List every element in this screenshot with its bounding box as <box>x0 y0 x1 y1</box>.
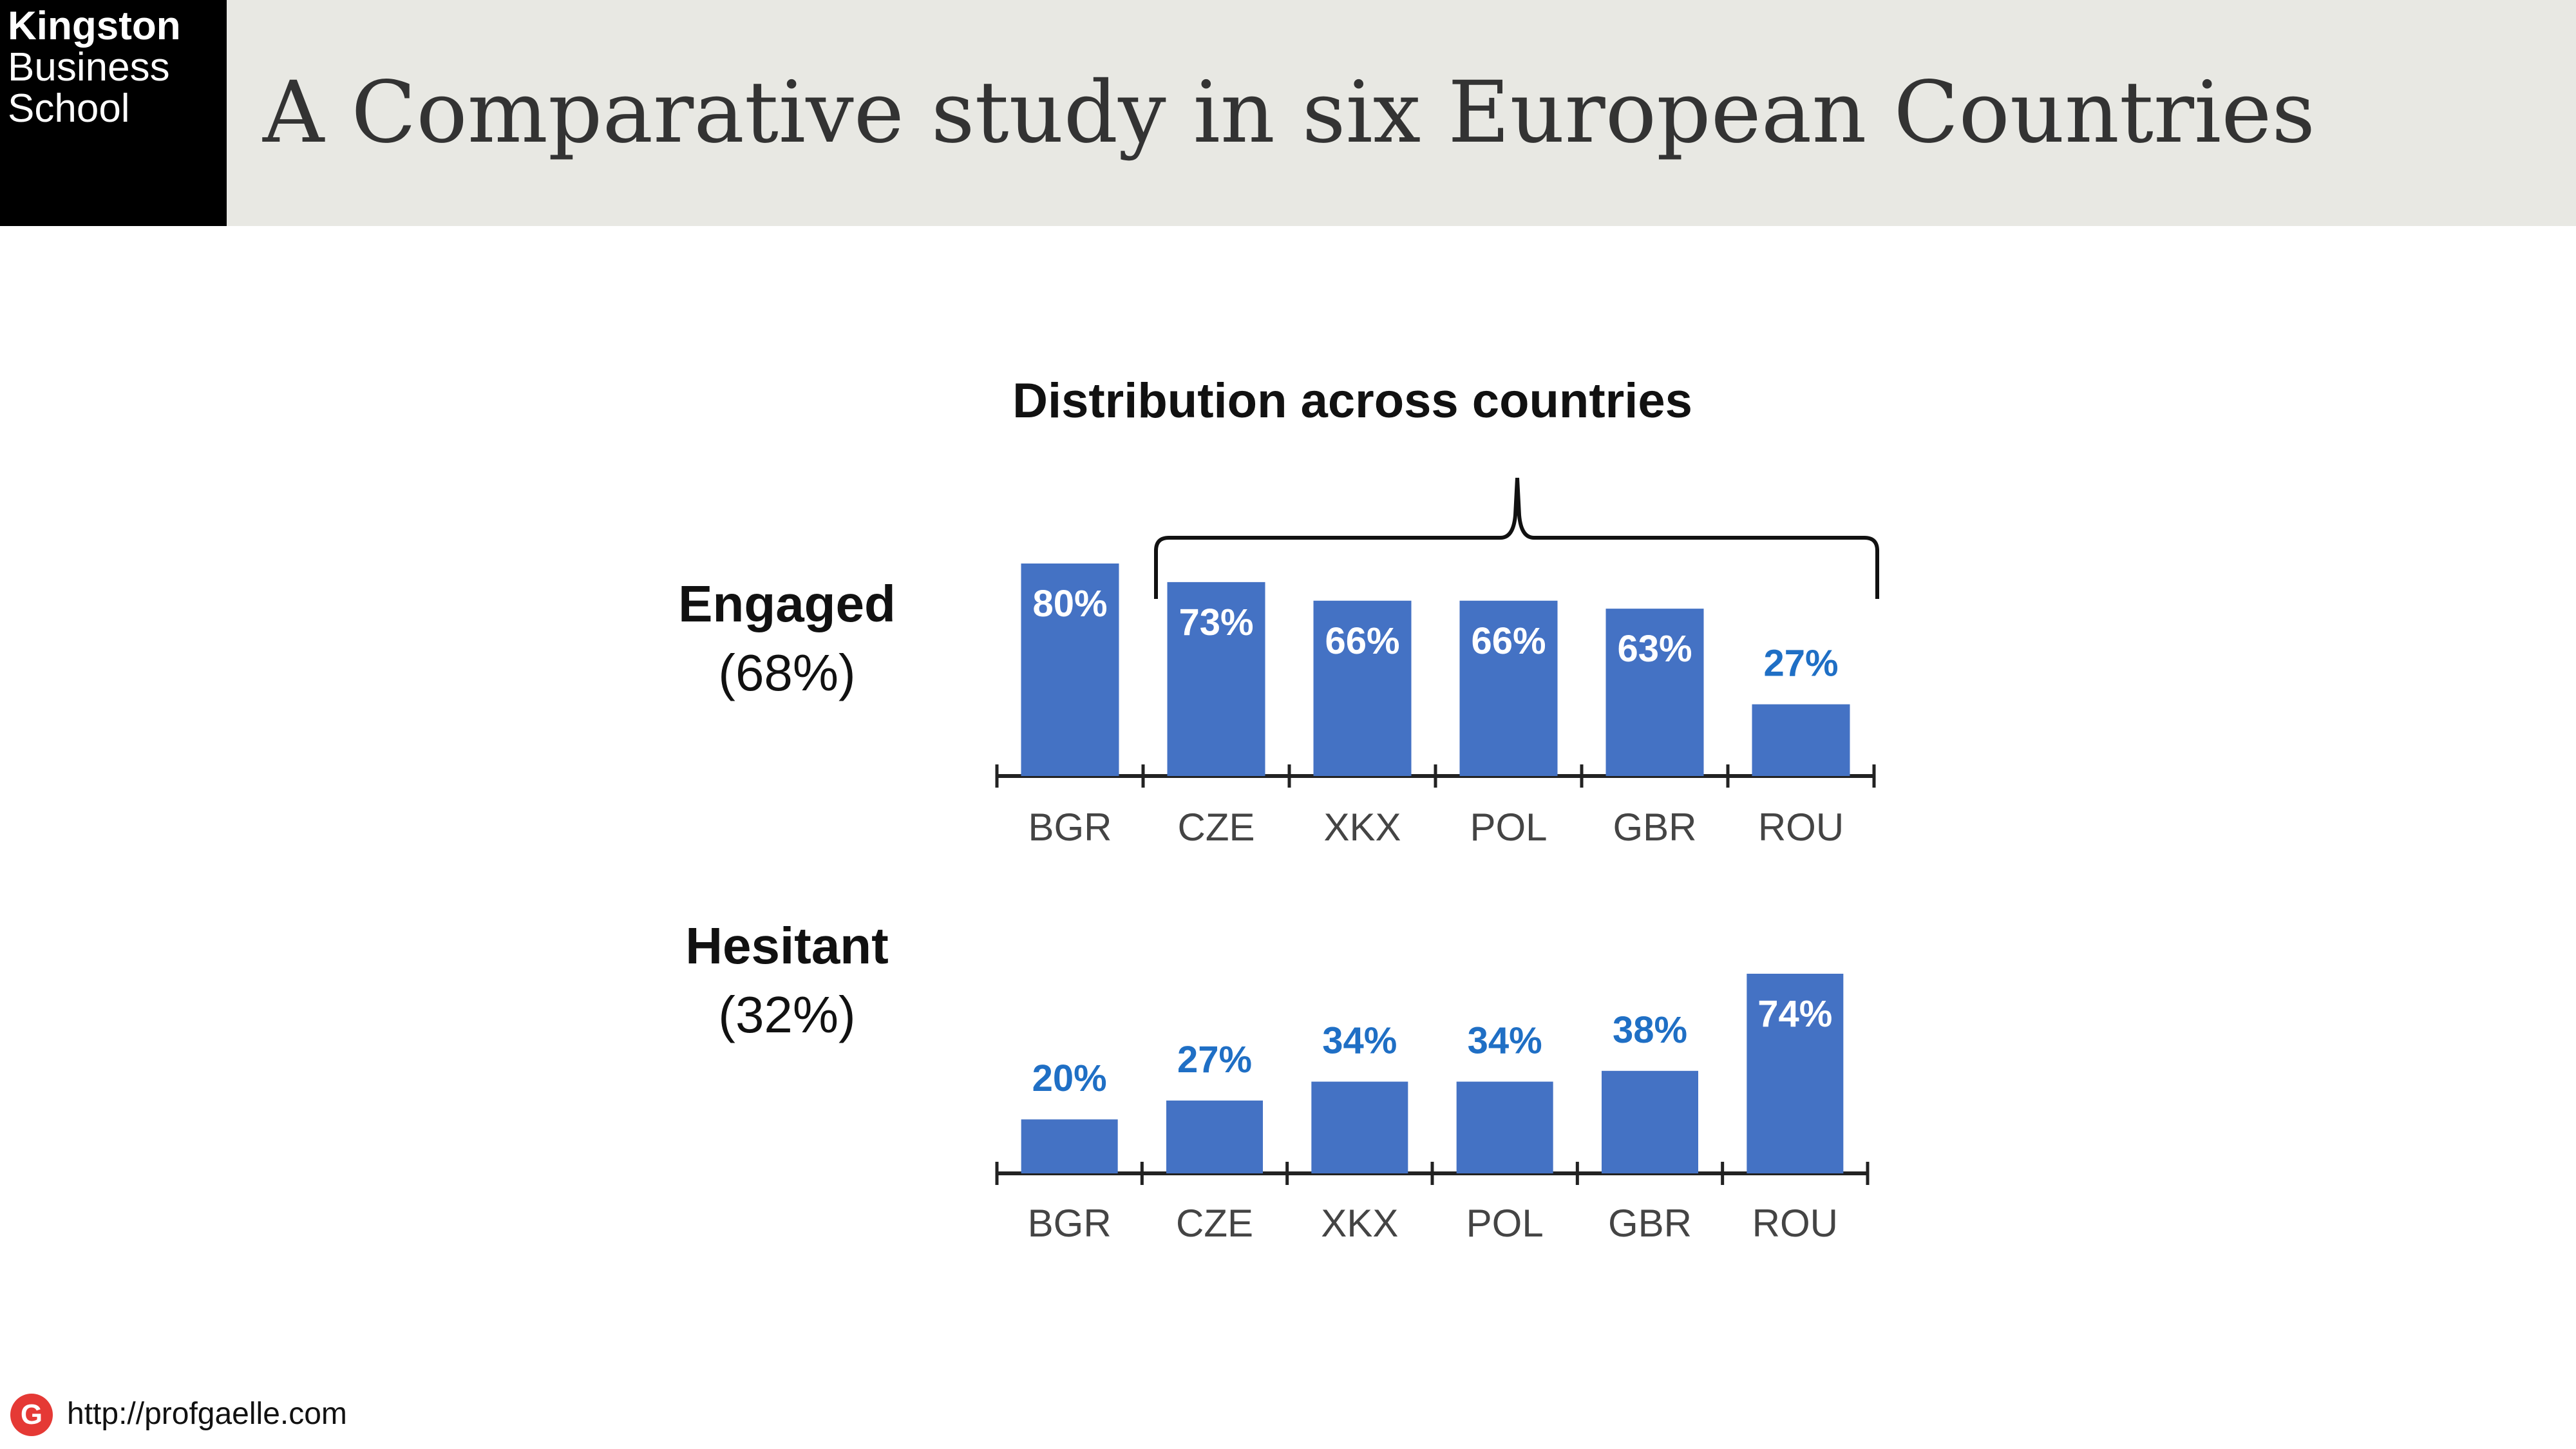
x-tick-label: BGR <box>1028 806 1112 849</box>
data-label: 20% <box>1032 1057 1107 1099</box>
logo-line-1: Kingston <box>8 4 181 48</box>
bar <box>1021 564 1119 776</box>
bar <box>1747 974 1844 1173</box>
kingston-logo: Kingston Business School <box>0 0 227 226</box>
x-tick-label: BGR <box>1028 1202 1112 1245</box>
bar <box>1313 600 1412 776</box>
x-tick-label: POL <box>1470 806 1547 849</box>
bar <box>1166 1100 1263 1173</box>
bar <box>1456 1081 1553 1173</box>
data-label: 34% <box>1322 1020 1397 1062</box>
bar <box>1605 609 1704 776</box>
x-tick-label: XKX <box>1323 806 1401 849</box>
hesitant-label: Hesitant <box>685 917 889 974</box>
data-label: 66% <box>1325 620 1399 662</box>
bar <box>1021 1119 1118 1173</box>
x-tick-label: ROU <box>1758 806 1844 849</box>
x-tick-label: CZE <box>1176 1202 1253 1245</box>
x-tick-label: GBR <box>1608 1202 1692 1245</box>
bar <box>1311 1081 1408 1173</box>
engaged-label: Engaged <box>678 575 896 632</box>
data-label: 38% <box>1613 1009 1687 1051</box>
engaged-share: (68%) <box>718 644 855 701</box>
footer-url-link[interactable]: http://profgaelle.com <box>67 1397 347 1431</box>
x-tick-label: CZE <box>1178 806 1255 849</box>
data-label: 80% <box>1032 583 1107 625</box>
slide-title: A Comparative study in six European Coun… <box>263 63 2316 162</box>
bar <box>1602 1070 1698 1173</box>
chart-title: Distribution across countries <box>1012 374 1692 428</box>
data-label: 66% <box>1471 620 1546 662</box>
bar <box>1752 704 1850 776</box>
hesitant-share: (32%) <box>718 986 855 1043</box>
data-label: 27% <box>1763 643 1838 685</box>
logo-line-3: School <box>8 86 130 131</box>
x-tick-label: XKX <box>1321 1202 1398 1245</box>
data-label: 34% <box>1468 1020 1542 1062</box>
data-label: 63% <box>1617 628 1692 670</box>
profgaelle-logo-icon: G <box>10 1394 53 1436</box>
x-tick-label: ROU <box>1752 1202 1838 1245</box>
comparison-bracket <box>1154 477 1879 599</box>
bar <box>1459 600 1558 776</box>
logo-line-2: Business <box>8 45 170 90</box>
bar <box>1167 582 1265 776</box>
x-tick-label: POL <box>1466 1202 1544 1245</box>
slide-header: Kingston Business School A Comparative s… <box>0 0 2576 226</box>
x-tick-label: GBR <box>1613 806 1696 849</box>
data-label: 73% <box>1179 601 1253 643</box>
data-label: 74% <box>1757 993 1832 1035</box>
data-label: 27% <box>1177 1039 1252 1081</box>
